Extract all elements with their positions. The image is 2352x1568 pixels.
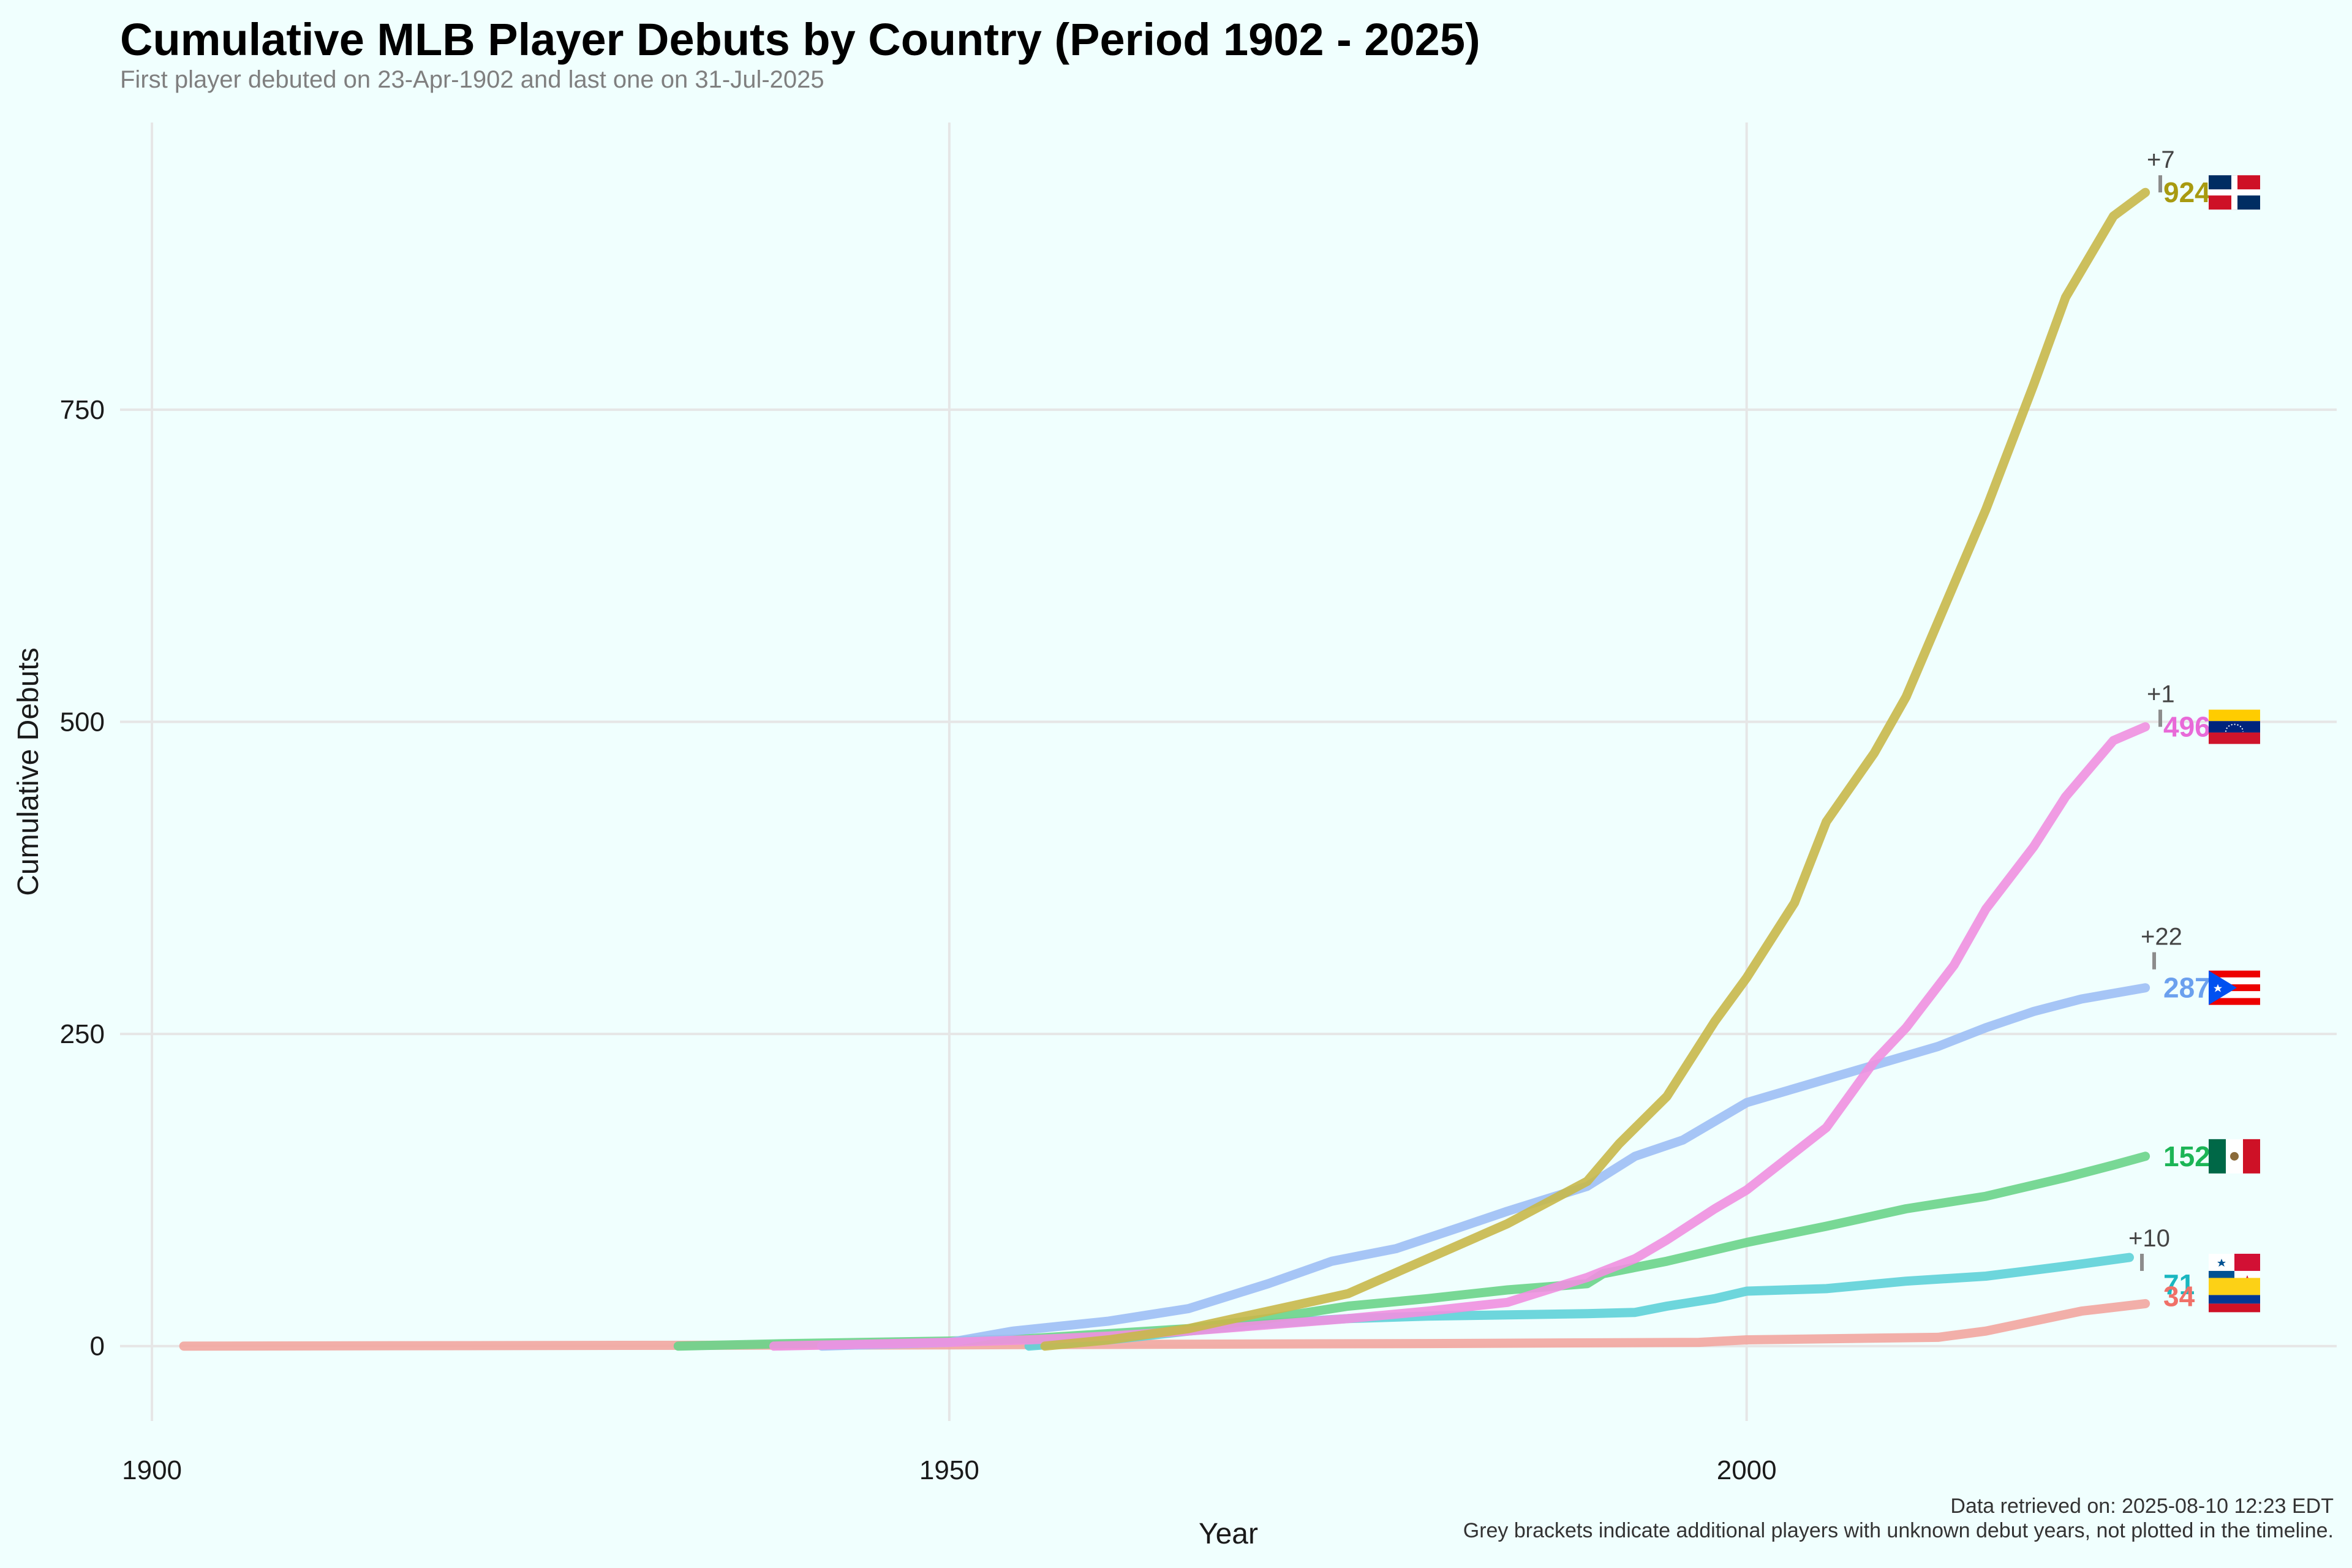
caption-retrieved: Data retrieved on: 2025-08-10 12:23 EDT <box>1950 1494 2334 1518</box>
y-tick-label: 0 <box>90 1332 105 1362</box>
dominican-republic-bracket-label: +7 <box>2147 146 2175 173</box>
colombia-flag-icon <box>2209 1278 2260 1313</box>
x-tick-label: 1950 <box>919 1455 979 1485</box>
mexico-flag-icon <box>2209 1139 2260 1174</box>
x-axis-title: Year <box>1199 1518 1258 1550</box>
chart-subtitle: First player debuted on 23-Apr-1902 and … <box>120 66 824 93</box>
series-lines <box>179 187 2150 1351</box>
dominican-republic-series-line <box>1040 187 2150 1351</box>
colombia-series-line <box>179 1298 2150 1351</box>
flags <box>2209 175 2260 1313</box>
chart-title: Cumulative MLB Player Debuts by Country … <box>120 14 1480 65</box>
venezuela-flag-icon <box>2209 709 2260 744</box>
colombia-end-label: 34 <box>2163 1280 2195 1312</box>
end-labels: 924 +7 496 +1 287 +22 152 71 +10 34 <box>2128 146 2211 1312</box>
y-tick-label: 500 <box>60 707 105 737</box>
caption-note: Grey brackets indicate additional player… <box>1463 1519 2334 1542</box>
mexico-end-label: 152 <box>2163 1140 2211 1172</box>
y-axis-title: Cumulative Debuts <box>12 647 45 896</box>
dominican-republic-flag-icon <box>2209 175 2260 210</box>
venezuela-bracket-label: +1 <box>2147 681 2175 708</box>
y-tick-label: 750 <box>60 395 105 425</box>
panama-bracket-label: +10 <box>2128 1225 2170 1252</box>
venezuela-series-line <box>769 722 2150 1351</box>
panama-end-label: 71 <box>2163 1268 2195 1300</box>
puerto-rico-flag-icon <box>2209 970 2260 1005</box>
venezuela-end-label: 496 <box>2163 711 2211 743</box>
y-tick-label: 250 <box>60 1019 105 1049</box>
axes: 1900 1950 2000 0 250 500 750 Year Cumulative Deb… <box>12 395 1777 1550</box>
puerto-rico-bracket-label: +22 <box>2141 924 2182 951</box>
x-tick-label: 2000 <box>1717 1455 1777 1485</box>
grid-lines <box>120 123 2337 1421</box>
puerto-rico-end-label: 287 <box>2163 972 2211 1004</box>
x-tick-label: 1900 <box>122 1455 182 1485</box>
dominican-republic-end-label: 924 <box>2163 176 2211 208</box>
